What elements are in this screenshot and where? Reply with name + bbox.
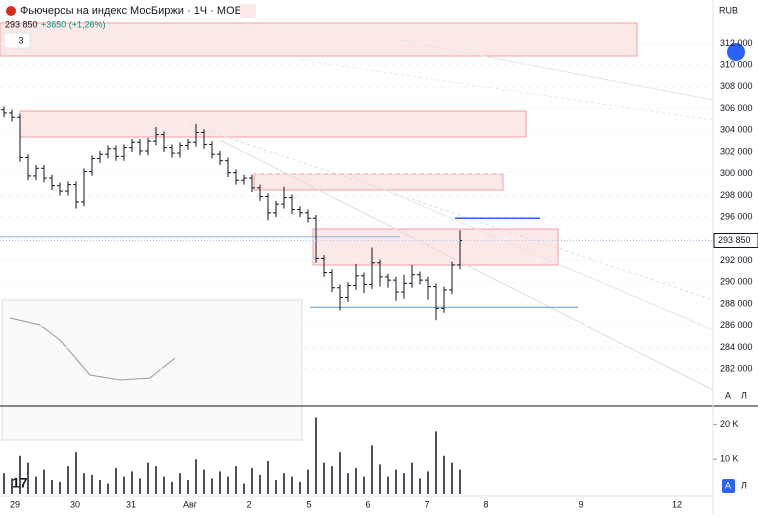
y-tick-label: 302 000	[720, 146, 753, 156]
x-tick-label: 29	[10, 499, 20, 509]
currency[interactable]: RUB	[719, 5, 738, 15]
y-tick-label: 296 000	[720, 212, 753, 222]
scale-button-label: А	[725, 480, 731, 490]
x-tick-label: 31	[126, 499, 136, 509]
trend-line	[219, 139, 714, 391]
chart-title: Фьючерсы на индекс МосБиржи · 1Ч · MOEX	[20, 5, 250, 17]
indicator-toggle[interactable]	[3, 32, 31, 49]
trend-line	[189, 124, 714, 301]
y-tick-label: 282 000	[720, 364, 753, 374]
inset-image	[1, 299, 303, 441]
x-tick-label: 5	[306, 499, 311, 509]
drawings	[0, 22, 714, 441]
indicator-count: 3	[18, 35, 23, 45]
scale-button-label: А	[725, 390, 731, 400]
y-tick-label: 284 000	[720, 342, 753, 352]
y-tick-label: 298 000	[720, 190, 753, 200]
volume-tick-label: 10 K	[720, 454, 739, 464]
x-tick-label: 30	[70, 499, 80, 509]
scale-button-label: Л	[741, 390, 747, 400]
x-tick-label: 8	[483, 499, 488, 509]
y-tick-label: 306 000	[720, 103, 753, 113]
y-tick-label: 292 000	[720, 255, 753, 265]
flag	[6, 6, 16, 16]
scale-button[interactable]	[722, 479, 735, 493]
y-tick-label: 286 000	[720, 320, 753, 330]
y-tick-label: 310 000	[720, 60, 753, 70]
price-axis	[713, 0, 758, 514]
x-tick-label: 12	[672, 499, 682, 509]
y-tick-label: 300 000	[720, 168, 753, 178]
last-price-badge	[713, 233, 758, 249]
badge	[240, 4, 256, 18]
zoom-button[interactable]	[727, 43, 745, 61]
y-tick-label: 288 000	[720, 298, 753, 308]
x-tick-label: 7	[424, 499, 429, 509]
zone	[0, 22, 638, 57]
x-tick-label: 2	[246, 499, 251, 509]
y-tick-label: 308 000	[720, 81, 753, 91]
trend-line	[399, 39, 714, 101]
scale-button-label: Л	[741, 480, 747, 490]
x-tick-label: 6	[365, 499, 370, 509]
x-tick-label: Авг	[183, 499, 198, 509]
last-price: 293 850	[5, 19, 38, 29]
zone	[19, 110, 527, 138]
y-tick-label: 312 000	[720, 38, 753, 48]
inset-line	[9, 317, 176, 381]
y-tick-label: 304 000	[720, 125, 753, 135]
volume-tick-label: 20 K	[720, 419, 739, 429]
y-tick-label: 290 000	[720, 277, 753, 287]
last-price-label: 293 850	[718, 235, 751, 245]
x-tick-label: 9	[578, 499, 583, 509]
zone	[312, 228, 559, 266]
change: +3650 (+1,26%)	[41, 19, 106, 29]
trend-line	[349, 174, 714, 331]
